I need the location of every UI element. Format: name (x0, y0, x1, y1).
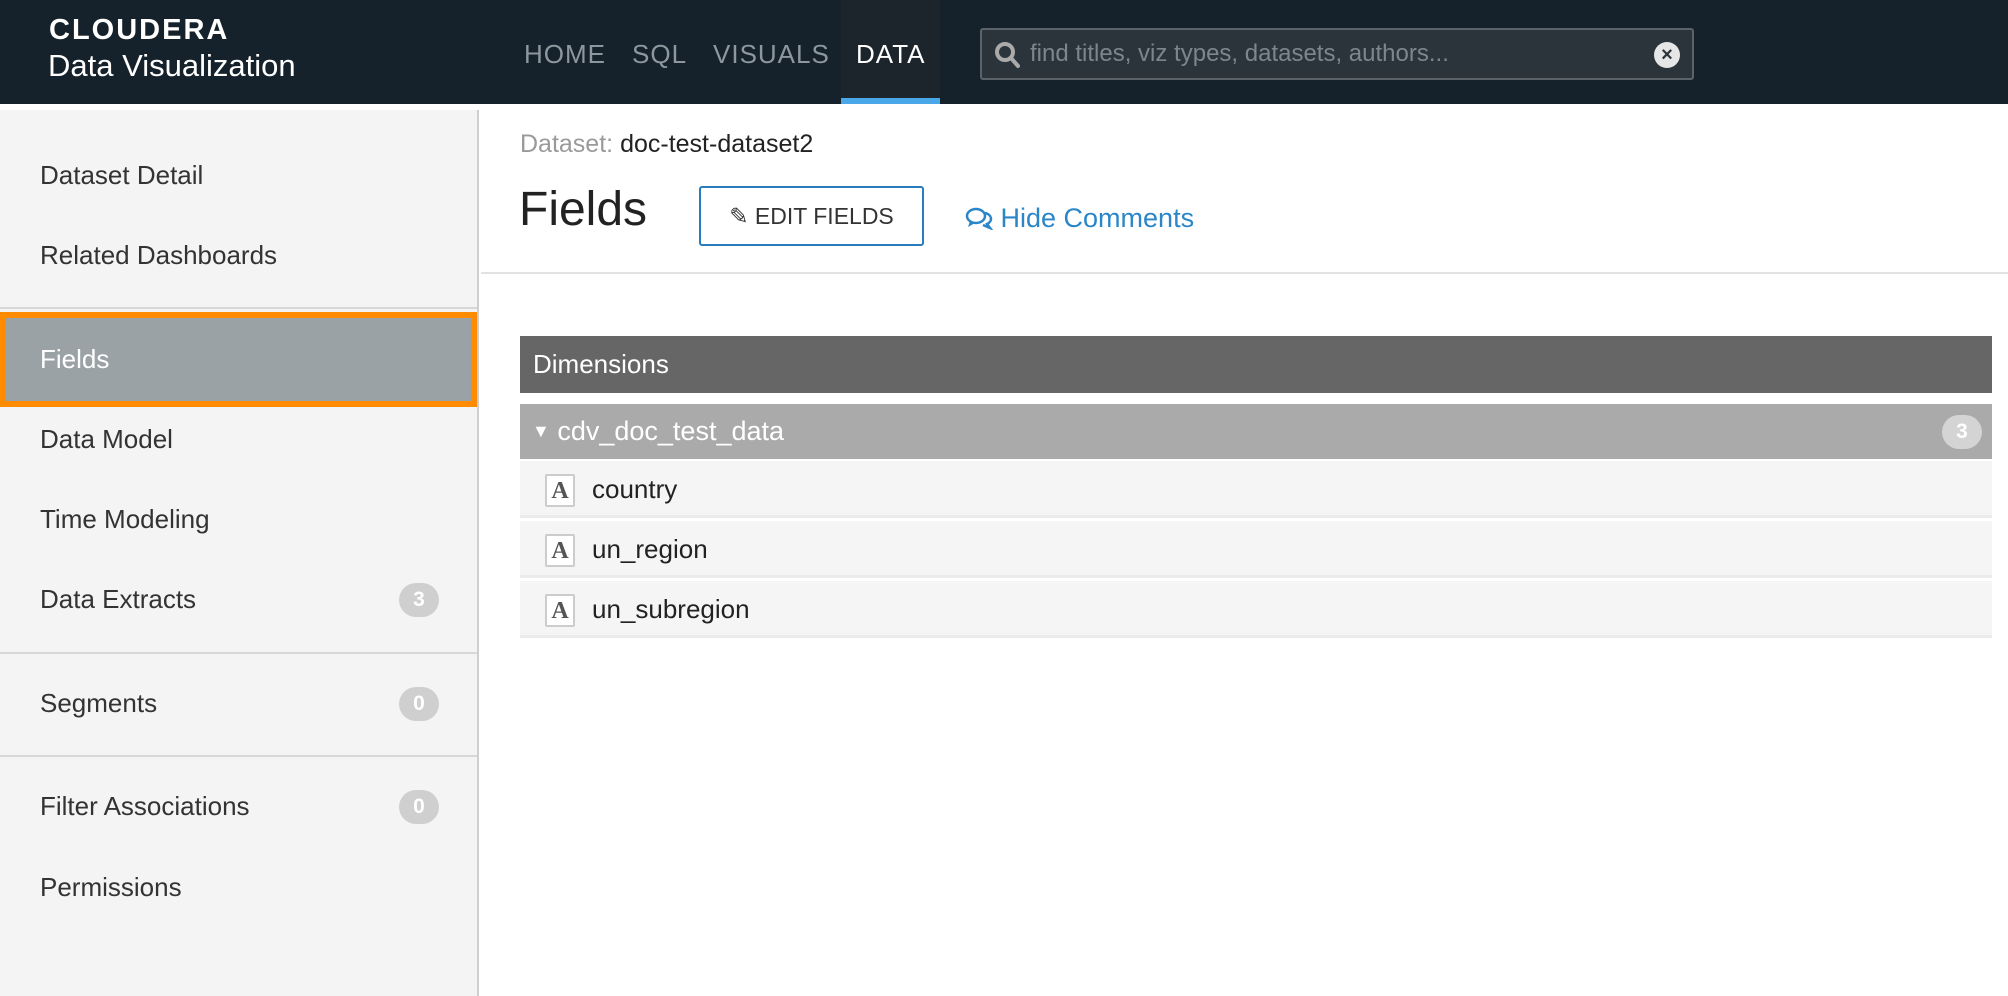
search-icon (995, 42, 1020, 68)
group-name: cdv_doc_test_data (557, 416, 785, 446)
page-title: Fields (519, 183, 648, 236)
nav-visuals[interactable]: VISUALS (713, 39, 830, 69)
sidebar-item-segments[interactable]: Segments 0 (0, 668, 477, 738)
divider (0, 755, 477, 757)
app-name: Data Visualization (48, 48, 296, 83)
nav-home[interactable]: HOME (524, 39, 606, 69)
field-group[interactable]: ▼ cdv_doc_test_data 3 (520, 404, 1992, 459)
sidebar-item-time-modeling[interactable]: Time Modeling (0, 484, 477, 554)
hide-comments-label: Hide Comments (1000, 203, 1195, 233)
pencil-icon: ✎ (729, 203, 749, 229)
clear-search-icon[interactable]: × (1654, 42, 1680, 68)
sidebar: Dataset Detail Related Dashboards Fields… (0, 110, 479, 996)
comments-icon (965, 207, 994, 231)
breadcrumb: Dataset: doc-test-dataset2 (520, 130, 813, 159)
count-badge: 0 (399, 687, 439, 721)
nav-sql[interactable]: SQL (632, 39, 688, 69)
logo: CLOUDERA (49, 14, 230, 46)
sidebar-item-dataset-detail[interactable]: Dataset Detail (0, 140, 477, 210)
sidebar-item-label: Permissions (40, 872, 182, 902)
hide-comments-link[interactable]: Hide Comments (965, 203, 1194, 234)
divider (0, 307, 477, 309)
count-badge: 3 (1942, 415, 1982, 449)
edit-fields-button[interactable]: ✎ EDIT FIELDS (699, 186, 924, 246)
text-type-icon: A (545, 534, 575, 567)
sidebar-item-related-dashboards[interactable]: Related Dashboards (0, 220, 477, 290)
sidebar-item-data-extracts[interactable]: Data Extracts 3 (0, 564, 477, 634)
dataset-name: doc-test-dataset2 (620, 130, 814, 158)
dataset-label: Dataset: (520, 130, 614, 158)
caret-down-icon: ▼ (532, 421, 550, 441)
sidebar-item-label: Dataset Detail (40, 160, 204, 190)
divider (0, 652, 477, 654)
sidebar-item-data-model[interactable]: Data Model (0, 404, 477, 474)
sidebar-item-label: Fields (40, 344, 110, 374)
sidebar-item-label: Data Extracts (40, 584, 197, 614)
field-name: country (592, 474, 678, 504)
sidebar-item-label: Segments (40, 688, 158, 718)
field-name: un_subregion (592, 594, 750, 624)
text-type-icon: A (545, 594, 575, 627)
count-badge: 0 (399, 790, 439, 824)
sidebar-item-fields[interactable]: Fields (0, 312, 477, 407)
dimensions-header: Dimensions (520, 336, 1992, 393)
sidebar-item-label: Time Modeling (40, 504, 210, 534)
search-box: × (980, 28, 1694, 80)
divider (481, 272, 2008, 274)
top-navbar: CLOUDERA Data Visualization HOME SQL VIS… (0, 0, 2008, 104)
sidebar-item-permissions[interactable]: Permissions (0, 852, 477, 922)
edit-fields-label: EDIT FIELDS (754, 203, 894, 229)
text-type-icon: A (545, 474, 575, 507)
sidebar-item-label: Related Dashboards (40, 240, 278, 270)
sidebar-item-label: Filter Associations (40, 791, 250, 821)
field-name: un_region (592, 534, 708, 564)
sidebar-item-filter-associations[interactable]: Filter Associations 0 (0, 771, 477, 841)
count-badge: 3 (399, 583, 439, 617)
nav-data[interactable]: DATA (841, 0, 940, 104)
sidebar-item-label: Data Model (40, 424, 173, 454)
search-input[interactable] (1030, 30, 1630, 78)
